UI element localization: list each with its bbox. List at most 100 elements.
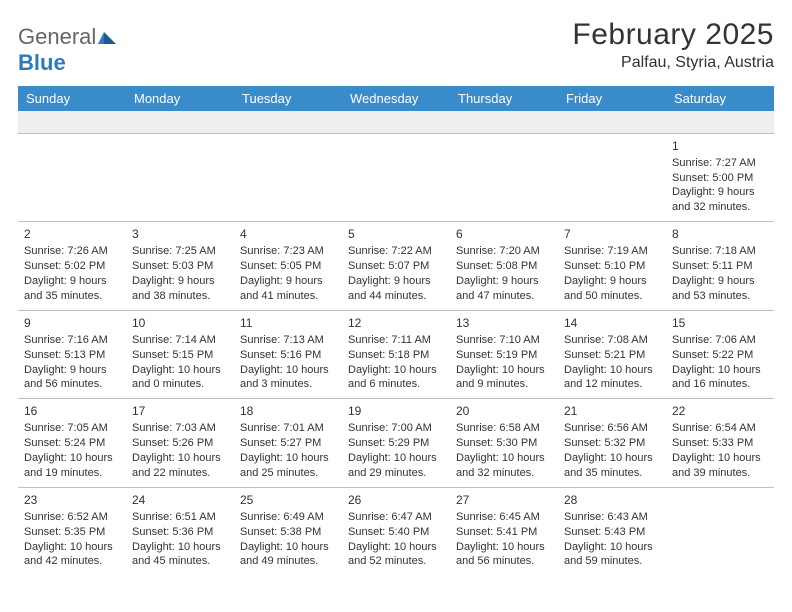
day-day1: Daylight: 10 hours [564,363,660,378]
day-sunset: Sunset: 5:33 PM [672,436,768,451]
calendar-day-cell: 16Sunrise: 7:05 AMSunset: 5:24 PMDayligh… [18,399,126,488]
day-number: 28 [564,492,660,508]
day-day2: and 35 minutes. [564,466,660,481]
calendar-day-cell: 13Sunrise: 7:10 AMSunset: 5:19 PMDayligh… [450,310,558,399]
day-sunrise: Sunrise: 6:58 AM [456,421,552,436]
day-day1: Daylight: 10 hours [132,540,228,555]
calendar-day-cell: 24Sunrise: 6:51 AMSunset: 5:36 PMDayligh… [126,487,234,575]
day-number: 7 [564,226,660,242]
day-sunset: Sunset: 5:16 PM [240,348,336,363]
day-day1: Daylight: 9 hours [240,274,336,289]
day-sunset: Sunset: 5:02 PM [24,259,120,274]
day-sunset: Sunset: 5:19 PM [456,348,552,363]
day-sunrise: Sunrise: 7:01 AM [240,421,336,436]
day-data: Sunrise: 7:01 AMSunset: 5:27 PMDaylight:… [240,421,336,480]
day-sunset: Sunset: 5:07 PM [348,259,444,274]
day-number: 23 [24,492,120,508]
day-data: Sunrise: 7:13 AMSunset: 5:16 PMDaylight:… [240,333,336,392]
day-data: Sunrise: 6:45 AMSunset: 5:41 PMDaylight:… [456,510,552,569]
day-sunset: Sunset: 5:03 PM [132,259,228,274]
day-day1: Daylight: 10 hours [24,540,120,555]
day-sunrise: Sunrise: 7:11 AM [348,333,444,348]
day-sunset: Sunset: 5:27 PM [240,436,336,451]
calendar-day-cell: 28 Sunrise: 6:43 AMSunset: 5:43 PMDayligh… [558,487,666,575]
day-day1: Daylight: 10 hours [456,363,552,378]
calendar-day-cell: 5Sunrise: 7:22 AMSunset: 5:07 PMDaylight… [342,222,450,311]
day-sunrise: Sunrise: 7:00 AM [348,421,444,436]
day-number: 17 [132,403,228,419]
blank-row [18,111,774,133]
calendar-day-cell: 19Sunrise: 7:00 AMSunset: 5:29 PMDayligh… [342,399,450,488]
day-day2: and 32 minutes. [456,466,552,481]
calendar-table: Sunday Monday Tuesday Wednesday Thursday… [18,86,774,575]
calendar-day-cell: 10Sunrise: 7:14 AMSunset: 5:15 PMDayligh… [126,310,234,399]
day-number: 2 [24,226,120,242]
calendar-day-cell [18,133,126,222]
day-sunrise: Sunrise: 6:52 AM [24,510,120,525]
day-data: Sunrise: 7:10 AMSunset: 5:19 PMDaylight:… [456,333,552,392]
day-day2: and 52 minutes. [348,554,444,569]
day-sunset: Sunset: 5:38 PM [240,525,336,540]
day-day2: and 56 minutes. [456,554,552,569]
day-sunrise: Sunrise: 7:05 AM [24,421,120,436]
day-day1: Daylight: 10 hours [240,540,336,555]
day-data: Sunrise: 7:16 AMSunset: 5:13 PMDaylight:… [24,333,120,392]
day-data: Sunrise: 6:43 AMSunset: 5:43 PMDaylight:… [564,510,660,569]
calendar-week-row: 16Sunrise: 7:05 AMSunset: 5:24 PMDayligh… [18,399,774,488]
day-sunrise: Sunrise: 7:25 AM [132,244,228,259]
day-sunset: Sunset: 5:36 PM [132,525,228,540]
day-data: Sunrise: 7:25 AMSunset: 5:03 PMDaylight:… [132,244,228,303]
day-sunset: Sunset: 5:26 PM [132,436,228,451]
day-sunrise: Sunrise: 6:45 AM [456,510,552,525]
day-day2: and 32 minutes. [672,200,768,215]
day-number: 20 [456,403,552,419]
day-sunset: Sunset: 5:22 PM [672,348,768,363]
location-text: Palfau, Styria, Austria [572,54,774,72]
day-day2: and 0 minutes. [132,377,228,392]
calendar-day-cell: 1Sunrise: 7:27 AMSunset: 5:00 PMDaylight… [666,133,774,222]
day-sunrise: Sunrise: 7:26 AM [24,244,120,259]
day-day2: and 3 minutes. [240,377,336,392]
day-sunrise: Sunrise: 6:49 AM [240,510,336,525]
day-sunrise: Sunrise: 7:03 AM [132,421,228,436]
day-data: Sunrise: 6:54 AMSunset: 5:33 PMDaylight:… [672,421,768,480]
day-sunset: Sunset: 5:21 PM [564,348,660,363]
calendar-day-cell [342,133,450,222]
calendar-day-cell: 6Sunrise: 7:20 AMSunset: 5:08 PMDaylight… [450,222,558,311]
day-day1: Daylight: 9 hours [564,274,660,289]
calendar-day-cell: 7Sunrise: 7:19 AMSunset: 5:10 PMDaylight… [558,222,666,311]
day-day1: Daylight: 10 hours [456,540,552,555]
weekday-header: Saturday [666,86,774,111]
day-sunset: Sunset: 5:29 PM [348,436,444,451]
calendar-day-cell: 15 Sunrise: 7:06 AMSunset: 5:22 PMDayligh… [666,310,774,399]
day-day1: Daylight: 9 hours [132,274,228,289]
day-sunrise: Sunrise: 7:19 AM [564,244,660,259]
day-number: 1 [672,138,768,154]
day-data: Sunrise: 7:05 AMSunset: 5:24 PMDaylight:… [24,421,120,480]
day-data: Sunrise: 6:58 AMSunset: 5:30 PMDaylight:… [456,421,552,480]
logo-text: General Blue [18,24,118,76]
day-number: 6 [456,226,552,242]
day-data: Sunrise: 6:49 AMSunset: 5:38 PMDaylight:… [240,510,336,569]
day-data: Sunrise: 7:06 AMSunset: 5:22 PMDaylight:… [672,333,768,392]
day-sunrise: Sunrise: 7:22 AM [348,244,444,259]
calendar-week-row: 9Sunrise: 7:16 AMSunset: 5:13 PMDaylight… [18,310,774,399]
day-number: 15 [672,315,768,331]
day-day1: Daylight: 9 hours [348,274,444,289]
day-day1: Daylight: 10 hours [348,540,444,555]
day-number: 14 [564,315,660,331]
day-day1: Daylight: 9 hours [24,363,120,378]
calendar-day-cell: 23Sunrise: 6:52 AMSunset: 5:35 PMDayligh… [18,487,126,575]
weekday-header: Thursday [450,86,558,111]
day-sunrise: Sunrise: 7:27 AM [672,156,768,171]
calendar-day-cell: 11Sunrise: 7:13 AMSunset: 5:16 PMDayligh… [234,310,342,399]
day-data: Sunrise: 7:26 AMSunset: 5:02 PMDaylight:… [24,244,120,303]
calendar-week-row: 2Sunrise: 7:26 AMSunset: 5:02 PMDaylight… [18,222,774,311]
calendar-day-cell [666,487,774,575]
day-number: 21 [564,403,660,419]
calendar-day-cell [234,133,342,222]
day-number: 12 [348,315,444,331]
day-number: 24 [132,492,228,508]
day-day2: and 59 minutes. [564,554,660,569]
day-day2: and 53 minutes. [672,289,768,304]
